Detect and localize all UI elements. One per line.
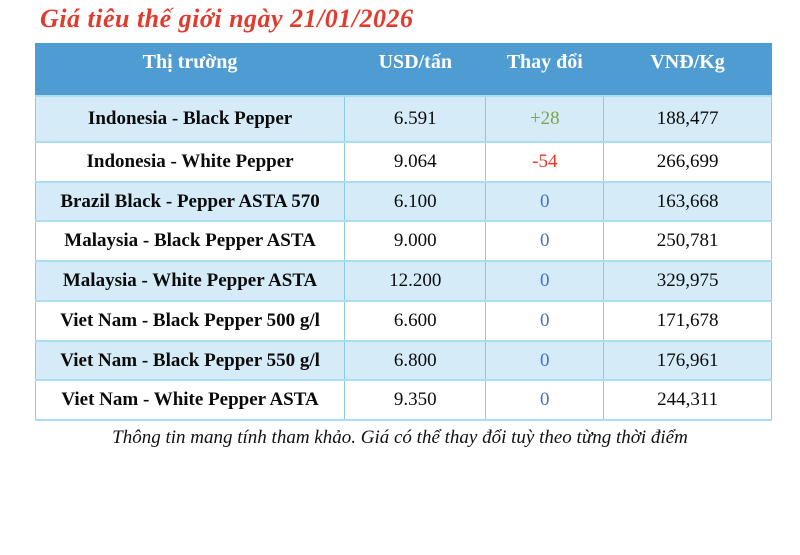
page-title: Giá tiêu thế giới ngày 21/01/2026 (40, 4, 414, 33)
vnd-cell: 176,961 (603, 339, 772, 382)
market-cell: Brazil Black - Pepper ASTA 570 (34, 180, 346, 223)
vnd-cell: 250,781 (603, 220, 772, 262)
vnd-cell: 163,668 (603, 180, 772, 223)
usd-cell: 6.591 (344, 95, 487, 143)
market-cell: Indonesia - Black Pepper (34, 95, 346, 143)
usd-cell: 9.350 (344, 379, 487, 421)
table-row: Viet Nam - Black Pepper 550 g/l 6.800 0 … (34, 339, 772, 382)
usd-cell: 9.000 (344, 220, 487, 262)
change-cell: 0 (485, 379, 605, 421)
usd-cell: 6.100 (344, 180, 487, 223)
change-cell: 0 (485, 260, 605, 302)
table-row: Viet Nam - Black Pepper 500 g/l 6.600 0 … (34, 299, 772, 342)
market-cell: Viet Nam - White Pepper ASTA (34, 379, 346, 421)
table-row: Indonesia - White Pepper 9.064 -54 266,6… (34, 140, 772, 183)
change-cell: 0 (485, 299, 605, 342)
market-cell: Indonesia - White Pepper (34, 140, 346, 183)
usd-cell: 6.800 (344, 339, 487, 382)
column-header-market: Thị trường (34, 43, 346, 97)
table-row: Brazil Black - Pepper ASTA 570 6.100 0 1… (34, 180, 772, 223)
table-row: Malaysia - White Pepper ASTA 12.200 0 32… (34, 260, 772, 302)
vnd-cell: 188,477 (603, 95, 772, 143)
change-cell: 0 (485, 180, 605, 223)
footnote: Thông tin mang tính tham khảo. Giá có th… (112, 427, 688, 448)
column-header-usd-per-ton: USD/tấn (344, 43, 487, 97)
column-header-vnd-per-kg: VNĐ/Kg (603, 43, 772, 97)
market-cell: Malaysia - Black Pepper ASTA (34, 220, 346, 262)
change-cell: -54 (485, 140, 605, 183)
table-row: Indonesia - Black Pepper 6.591 +28 188,4… (34, 95, 772, 143)
vnd-cell: 266,699 (603, 140, 772, 183)
change-cell: 0 (485, 339, 605, 382)
usd-cell: 6.600 (344, 299, 487, 342)
change-cell: 0 (485, 220, 605, 262)
column-header-change: Thay đổi (485, 43, 605, 97)
usd-cell: 9.064 (344, 140, 487, 183)
usd-cell: 12.200 (344, 260, 487, 302)
pepper-price-table: Thị trường USD/tấn Thay đổi VNĐ/Kg Indon… (34, 43, 772, 421)
table-header-row: Thị trường USD/tấn Thay đổi VNĐ/Kg (34, 43, 772, 97)
table-row: Malaysia - Black Pepper ASTA 9.000 0 250… (34, 220, 772, 262)
table-row: Viet Nam - White Pepper ASTA 9.350 0 244… (34, 379, 772, 421)
market-cell: Viet Nam - Black Pepper 500 g/l (34, 299, 346, 342)
market-cell: Malaysia - White Pepper ASTA (34, 260, 346, 302)
vnd-cell: 244,311 (603, 379, 772, 421)
change-cell: +28 (485, 95, 605, 143)
market-cell: Viet Nam - Black Pepper 550 g/l (34, 339, 346, 382)
vnd-cell: 329,975 (603, 260, 772, 302)
vnd-cell: 171,678 (603, 299, 772, 342)
